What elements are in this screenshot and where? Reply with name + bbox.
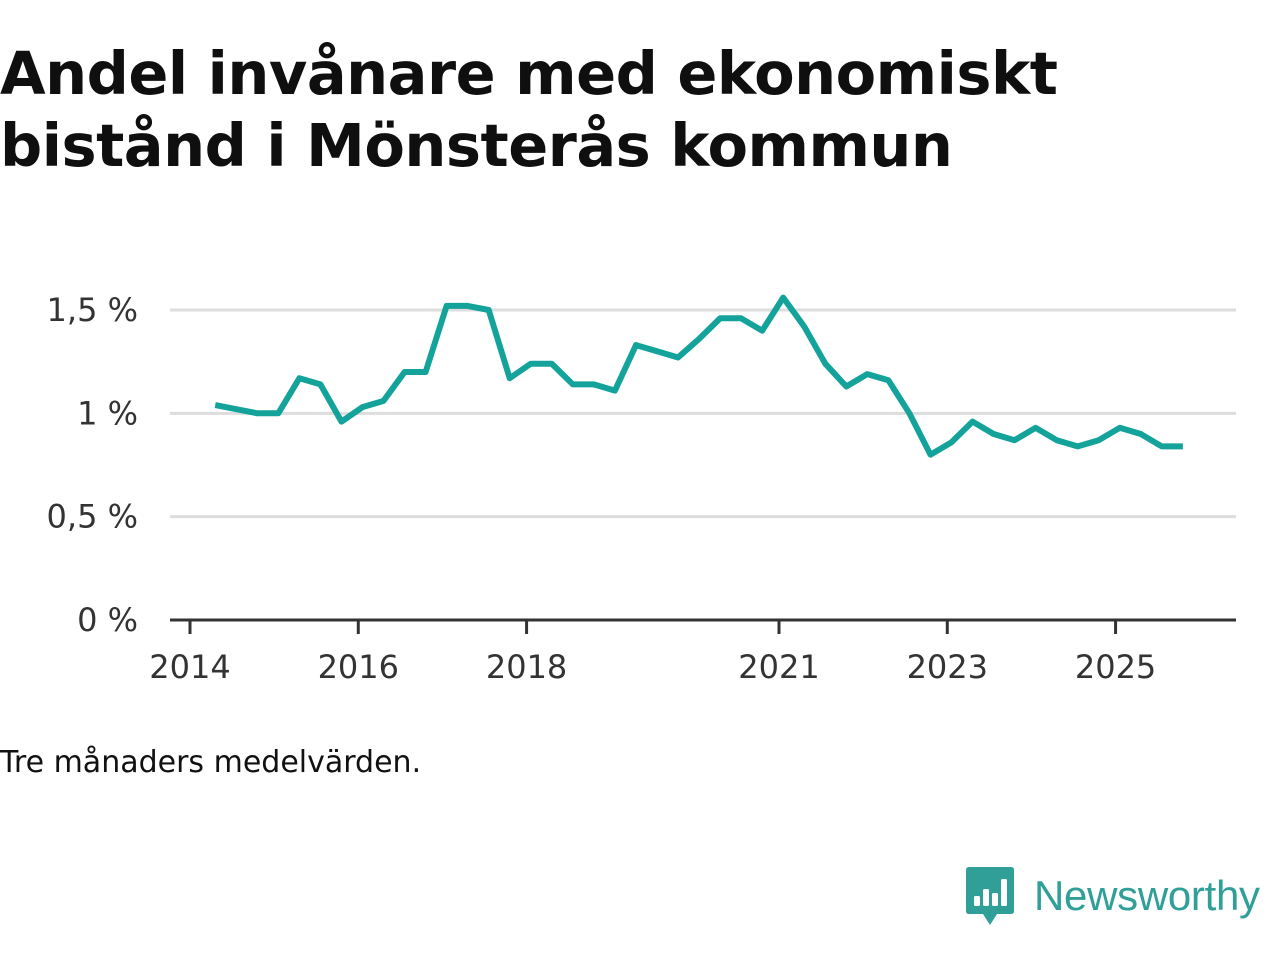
series-layer xyxy=(214,294,1184,458)
data-point xyxy=(803,325,806,328)
data-point xyxy=(782,296,785,299)
y-tick-label: 0,5 % xyxy=(47,498,138,536)
data-point xyxy=(677,356,680,359)
data-point xyxy=(908,412,911,415)
x-tick-label: 2014 xyxy=(149,648,230,686)
data-point xyxy=(992,433,995,436)
data-point xyxy=(1181,445,1184,448)
data-point xyxy=(340,420,343,423)
chart-title-line-1: Andel invånare med ekonomiskt xyxy=(0,39,1058,108)
data-point xyxy=(1034,426,1037,429)
data-point xyxy=(487,309,490,312)
data-point xyxy=(740,317,743,320)
y-tick-label: 0 % xyxy=(77,601,138,639)
data-point xyxy=(655,350,658,353)
data-point xyxy=(550,362,553,365)
data-point xyxy=(466,304,469,307)
data-point xyxy=(298,377,301,380)
data-point xyxy=(319,383,322,386)
data-point xyxy=(887,379,890,382)
line-chart: 0 % 0,5 % 1 % 1,5 % 2014 2016 2018 2021 2023 202… xyxy=(47,291,1236,686)
data-point xyxy=(1139,433,1142,436)
data-point xyxy=(508,377,511,380)
data-point xyxy=(1013,439,1016,442)
chart-footnote: Tre månaders medelvärden. xyxy=(0,745,422,780)
data-point xyxy=(719,317,722,320)
x-tick-label: 2025 xyxy=(1075,648,1156,686)
data-point xyxy=(445,304,448,307)
y-tick-label: 1,5 % xyxy=(47,291,138,329)
x-axis: 2014 2016 2018 2021 2023 2025 xyxy=(149,618,1236,686)
chart-title: Andel invånare med ekonomiskt bistånd i … xyxy=(0,38,1180,182)
y-axis-tick-labels: 0 % 0,5 % 1 % 1,5 % xyxy=(47,291,138,639)
data-point xyxy=(929,453,932,456)
data-point xyxy=(529,362,532,365)
chart-title-line-2: bistånd i Mönsterås kommun xyxy=(0,111,953,180)
data-point xyxy=(277,412,280,415)
data-point xyxy=(1076,445,1079,448)
data-point xyxy=(1055,439,1058,442)
data-point xyxy=(698,337,701,340)
grid-lines xyxy=(170,308,1236,519)
data-point xyxy=(571,383,574,386)
data-point xyxy=(824,362,827,365)
data-point xyxy=(1118,426,1121,429)
data-point xyxy=(971,420,974,423)
data-point xyxy=(235,408,238,411)
data-point xyxy=(403,371,406,374)
x-tick-label: 2016 xyxy=(318,648,399,686)
x-tick-label: 2021 xyxy=(738,648,819,686)
data-point xyxy=(1097,439,1100,442)
y-tick-label: 1 % xyxy=(77,394,138,432)
x-tick-label: 2023 xyxy=(907,648,988,686)
brand-logo: Newsworthy xyxy=(964,864,1260,928)
newsworthy-logo-icon xyxy=(966,867,1014,925)
data-point xyxy=(761,329,764,332)
data-point xyxy=(613,389,616,392)
data-point xyxy=(845,385,848,388)
data-point xyxy=(424,371,427,374)
data-point xyxy=(592,383,595,386)
data-point xyxy=(382,399,385,402)
data-point xyxy=(866,373,869,376)
brand-name: Newsworthy xyxy=(1034,872,1260,919)
data-point xyxy=(361,406,364,409)
data-point xyxy=(256,412,259,415)
data-point xyxy=(634,344,637,347)
data-point xyxy=(950,441,953,444)
data-point xyxy=(1160,445,1163,448)
series-line xyxy=(214,294,1183,458)
data-point xyxy=(214,404,217,407)
x-tick-label: 2018 xyxy=(486,648,567,686)
